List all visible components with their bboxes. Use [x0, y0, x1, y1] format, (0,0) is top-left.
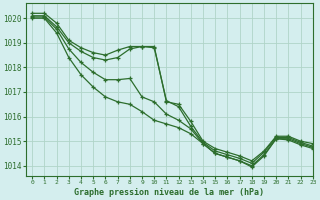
X-axis label: Graphe pression niveau de la mer (hPa): Graphe pression niveau de la mer (hPa) [75, 188, 264, 197]
